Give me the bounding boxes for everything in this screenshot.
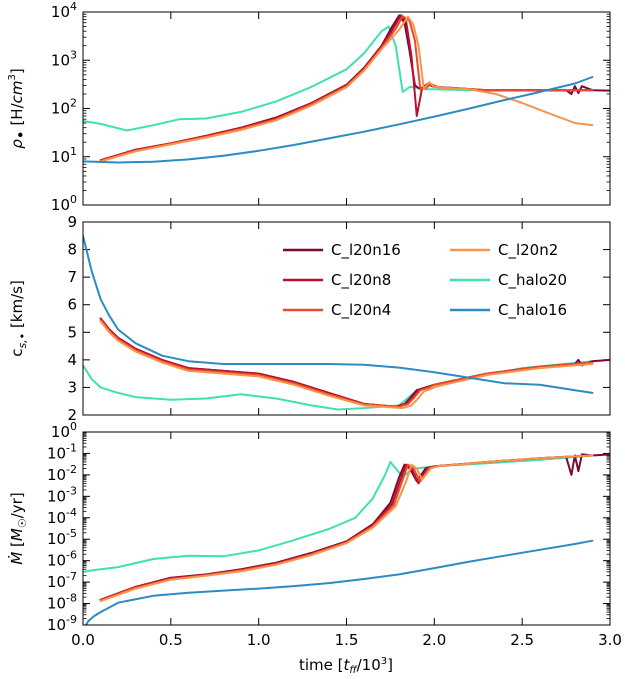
axes-frame [82, 11, 611, 206]
series-line-c-l20n2 [99, 320, 594, 410]
y-tick-label: 10-5 [47, 527, 77, 548]
x-tick-label: 1.5 [335, 631, 359, 649]
y-tick-label: 10-4 [47, 506, 77, 527]
y-tick-label: 3 [67, 378, 77, 396]
series-line-c-l20n4 [99, 15, 594, 162]
y-tick-label: 103 [51, 48, 77, 69]
legend-label: C_halo16 [498, 301, 567, 320]
legend-label: C_halo20 [498, 271, 567, 290]
y-tick-label: 10-9 [47, 613, 77, 634]
y-tick-label: 10-8 [47, 592, 77, 613]
legend-label: C_l20n16 [331, 241, 401, 260]
y-tick-label: 10-6 [47, 549, 77, 570]
y-axis-label: Ṁ [M☉/yr] [7, 492, 29, 564]
series-line-c-halo16 [83, 76, 594, 164]
series-group [83, 14, 610, 164]
y-tick-label: 2 [67, 406, 77, 424]
series-line-c-halo16 [84, 539, 594, 625]
y-tick-label: 5 [67, 323, 77, 341]
x-tick-label: 2.0 [422, 631, 446, 649]
y-tick-label: 4 [67, 351, 77, 369]
x-tick-label: 1.0 [247, 631, 271, 649]
panel-2: 2 3 4 5 6 7 8 9 cs,• [km/s] [8, 213, 611, 424]
y-tick-label: 101 [51, 145, 77, 166]
y-tick-label: 6 [67, 296, 77, 314]
y-tick-label: 10-7 [47, 570, 77, 591]
series-line-c-halo20 [83, 25, 594, 132]
x-tick-label: 0.5 [159, 631, 183, 649]
panel-1: 100 101 102 103 104 ρ• [H/cm3] [7, 0, 611, 214]
y-axis-label: ρ• [H/cm3] [7, 68, 30, 148]
legend-label: C_l20n4 [331, 301, 391, 320]
series-line-c-l20n4 [99, 318, 594, 408]
axes-frame [82, 221, 611, 416]
y-tick-label: 10-2 [47, 463, 77, 484]
x-tick-label: 0.0 [71, 631, 95, 649]
series-group [83, 234, 610, 411]
y-tick-label: 102 [51, 97, 77, 118]
series-line-c-l20n16 [99, 317, 610, 408]
y-tick-label: 8 [67, 241, 77, 259]
series-line-c-halo20 [83, 360, 594, 411]
legend: C_l20n16 C_l20n8 C_l20n4 C_l20n2 C_halo20 C_h… [283, 241, 567, 320]
y-tick-label: 104 [51, 0, 77, 21]
y-axis-label: cs,• [km/s] [8, 280, 29, 357]
legend-label: C_l20n2 [498, 241, 558, 260]
legend-label: C_l20n8 [331, 271, 391, 290]
x-tick-label: 3.0 [598, 631, 622, 649]
series-group [83, 453, 610, 625]
y-tick-label: 100 [51, 420, 77, 441]
series-line-c-l20n2 [99, 15, 594, 163]
y-tick-label: 10-1 [47, 441, 77, 462]
y-tick-label: 9 [67, 213, 77, 231]
x-tick-label: 2.5 [510, 631, 534, 649]
y-tick-label: 100 [51, 193, 77, 214]
series-line-c-halo16 [83, 234, 594, 394]
y-tick-label: 10-3 [47, 484, 77, 505]
series-line-c-l20n8 [99, 317, 594, 408]
axes-frame [82, 431, 611, 626]
y-tick-label: 7 [67, 268, 77, 286]
series-line-c-l20n16 [99, 14, 610, 162]
series-line-c-l20n2 [99, 454, 594, 603]
x-axis-label: time [tff/103] [299, 656, 393, 676]
